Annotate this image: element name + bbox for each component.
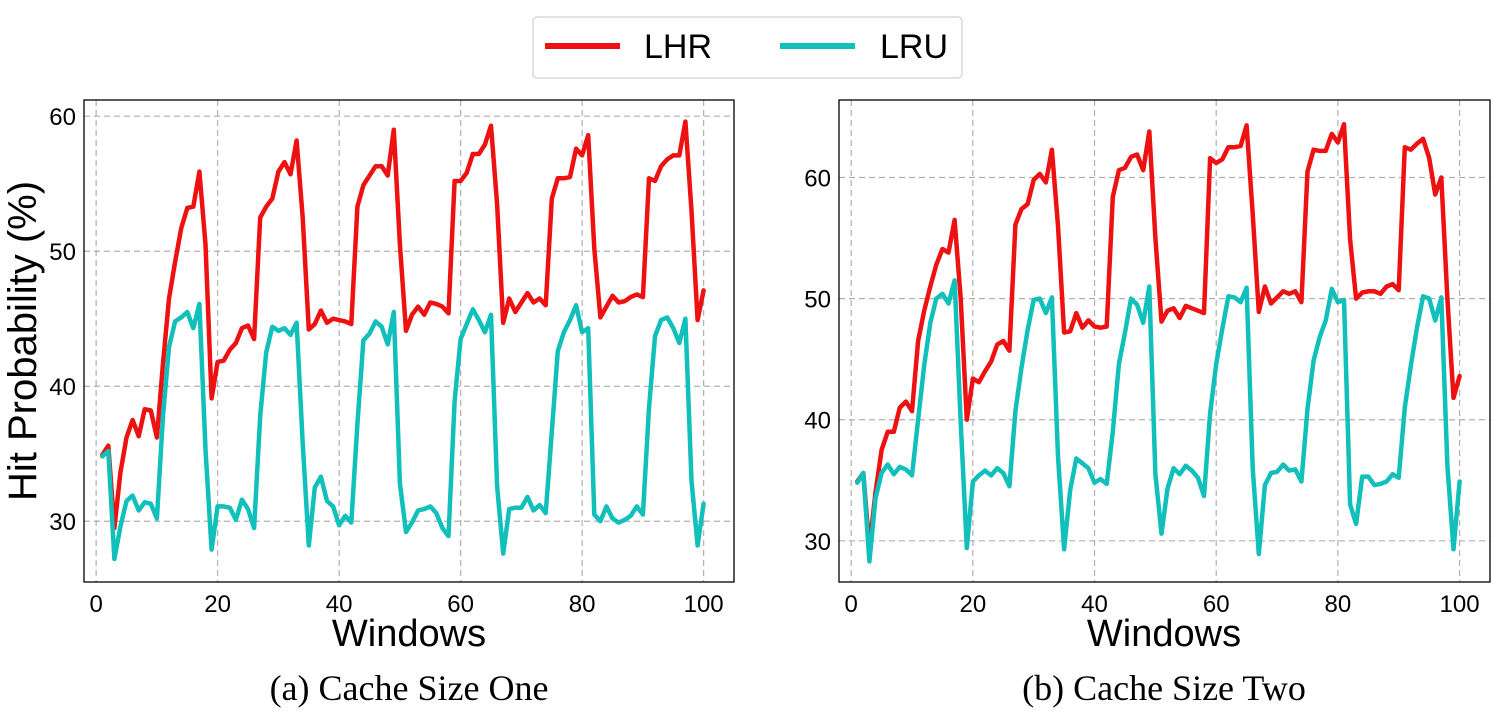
series-b [855, 121, 1462, 564]
y-tick-label-a: 30 [49, 509, 76, 536]
x-axis-label-a: Windows [332, 613, 486, 655]
x-tick-label-b: 80 [1325, 591, 1352, 618]
x-axis-label-b: Windows [1087, 613, 1241, 655]
y-tick-label-b: 40 [804, 408, 831, 435]
grid-b [839, 100, 1490, 582]
x-ticks-a: 0 20 40 60 80 100 [89, 591, 723, 618]
series-line-lhr-a [99, 119, 706, 531]
legend-label-lru: LRU [880, 28, 948, 66]
series-line-lru-b [855, 278, 1462, 564]
series-line-lru-a [99, 301, 706, 562]
legend-frame [532, 16, 963, 79]
legend: LHR LRU [532, 16, 963, 79]
chart-panel-a: 0 20 40 60 80 100 30 40 50 60 Windows Hit Probab… [1, 99, 735, 708]
caption-b: (b) Cache Size Two [1022, 668, 1306, 708]
y-tick-label-b: 30 [804, 529, 831, 556]
y-tick-label-a: 60 [49, 104, 76, 131]
x-tick-label-b: 100 [1440, 591, 1480, 618]
x-tick-label-a: 80 [569, 591, 596, 618]
x-tick-label-a: 40 [326, 591, 353, 618]
grid-a [84, 100, 734, 582]
y-ticks-a: 30 40 50 60 [49, 104, 76, 536]
x-tick-label-a: 100 [684, 591, 724, 618]
y-ticks-b: 30 40 50 60 [804, 166, 831, 556]
x-tick-label-a: 60 [447, 591, 474, 618]
x-tick-label-a: 20 [204, 591, 231, 618]
x-tick-label-a: 0 [89, 591, 102, 618]
x-tick-label-b: 0 [844, 591, 857, 618]
legend-label-lhr: LHR [644, 28, 712, 66]
x-tick-label-b: 40 [1081, 591, 1108, 618]
x-tick-label-b: 20 [959, 591, 986, 618]
x-ticks-b: 0 20 40 60 80 100 [844, 591, 1479, 618]
x-tick-label-b: 60 [1203, 591, 1230, 618]
plot-frame-a [83, 99, 735, 583]
y-tick-label-b: 60 [804, 166, 831, 193]
caption-a: (a) Cache Size One [270, 668, 549, 708]
chart-panel-b: 0 20 40 60 80 100 30 40 50 60 Windows (b) Cache … [804, 99, 1491, 708]
y-tick-label-b: 50 [804, 287, 831, 314]
series-line-lhr-b [855, 121, 1462, 551]
series-a [99, 119, 706, 562]
y-axis-label-a: Hit Probability (%) [1, 181, 45, 501]
plot-frame-b [838, 99, 1491, 583]
y-tick-label-a: 50 [49, 239, 76, 266]
y-tick-label-a: 40 [49, 374, 76, 401]
